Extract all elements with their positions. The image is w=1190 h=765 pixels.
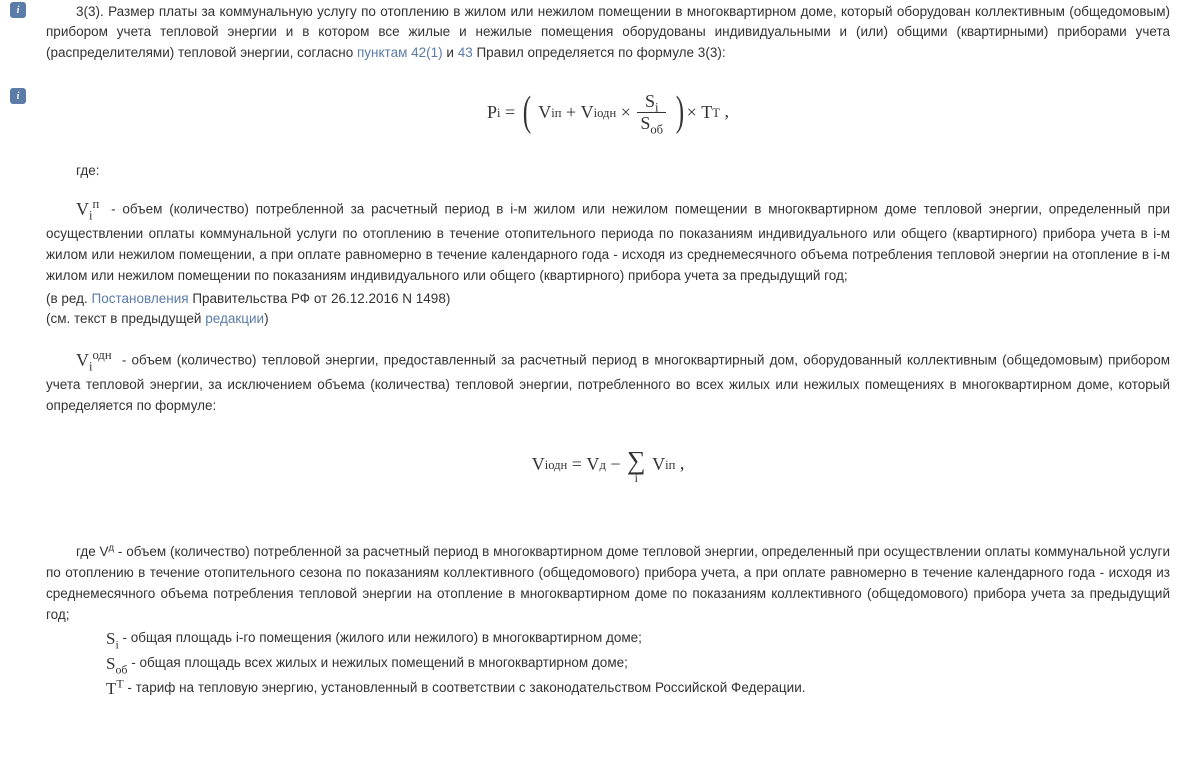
text: где V: [76, 544, 109, 559]
definition-vi-p: Viп - объем (количество) потребленной за…: [46, 196, 1170, 287]
text: - объем (количество) потребленной за рас…: [46, 201, 1170, 282]
text: и: [443, 45, 458, 60]
link-redakcii[interactable]: редакции: [205, 311, 264, 326]
formula-2: Viодн = Vд − ∑i Viп ,: [46, 445, 1170, 484]
symbol-vi-p: Viп: [76, 196, 99, 224]
text: Правительства РФ от 26.12.2016 N 1498): [189, 291, 451, 306]
text: - общая площадь всех жилых и нежилых пом…: [127, 655, 627, 670]
text: - объем (количество) тепловой энергии, п…: [46, 353, 1170, 413]
symbol-tt: TТ: [76, 680, 124, 697]
symbol-si: Si: [76, 630, 119, 647]
text: - тариф на тепловую энергию, установленн…: [124, 680, 806, 695]
text: (см. текст в предыдущей: [46, 311, 205, 326]
prev-edition-note: (см. текст в предыдущей редакции): [46, 309, 1170, 329]
definition-tt: TТ - тариф на тепловую энергию, установл…: [46, 678, 1170, 699]
symbol-vi-odn: Viодн: [76, 347, 112, 375]
link-punkt-42[interactable]: пунктам 42(1): [357, 45, 443, 60]
amendment-note: (в ред. Постановления Правительства РФ о…: [46, 289, 1170, 309]
info-icon[interactable]: i: [10, 2, 26, 18]
text: - объем (количество) потребленной за рас…: [46, 544, 1170, 622]
definition-si: Si - общая площадь i-го помещения (жилог…: [46, 628, 1170, 649]
text: - общая площадь i-го помещения (жилого и…: [119, 630, 642, 645]
text: Правил определяется по формуле 3(3):: [473, 45, 726, 60]
text: ): [264, 311, 269, 326]
where-label: где:: [46, 163, 1170, 178]
symbol-sob: Sоб: [76, 655, 127, 672]
definition-vd: где Vд - объем (количество) потребленной…: [46, 542, 1170, 626]
link-punkt-43[interactable]: 43: [458, 45, 473, 60]
formula-1: Pi = ( Viп + Viодн × SiSоб )× TТ ,: [46, 91, 1170, 135]
definition-vi-odn: Viодн - объем (количество) тепловой энер…: [46, 347, 1170, 417]
definition-sob: Sоб - общая площадь всех жилых и нежилых…: [46, 653, 1170, 674]
link-postanovlenie[interactable]: Постановления: [92, 291, 189, 306]
paragraph-intro: 3(3). Размер платы за коммунальную услуг…: [46, 2, 1170, 63]
text: (в ред.: [46, 291, 92, 306]
info-icon[interactable]: i: [10, 88, 26, 104]
